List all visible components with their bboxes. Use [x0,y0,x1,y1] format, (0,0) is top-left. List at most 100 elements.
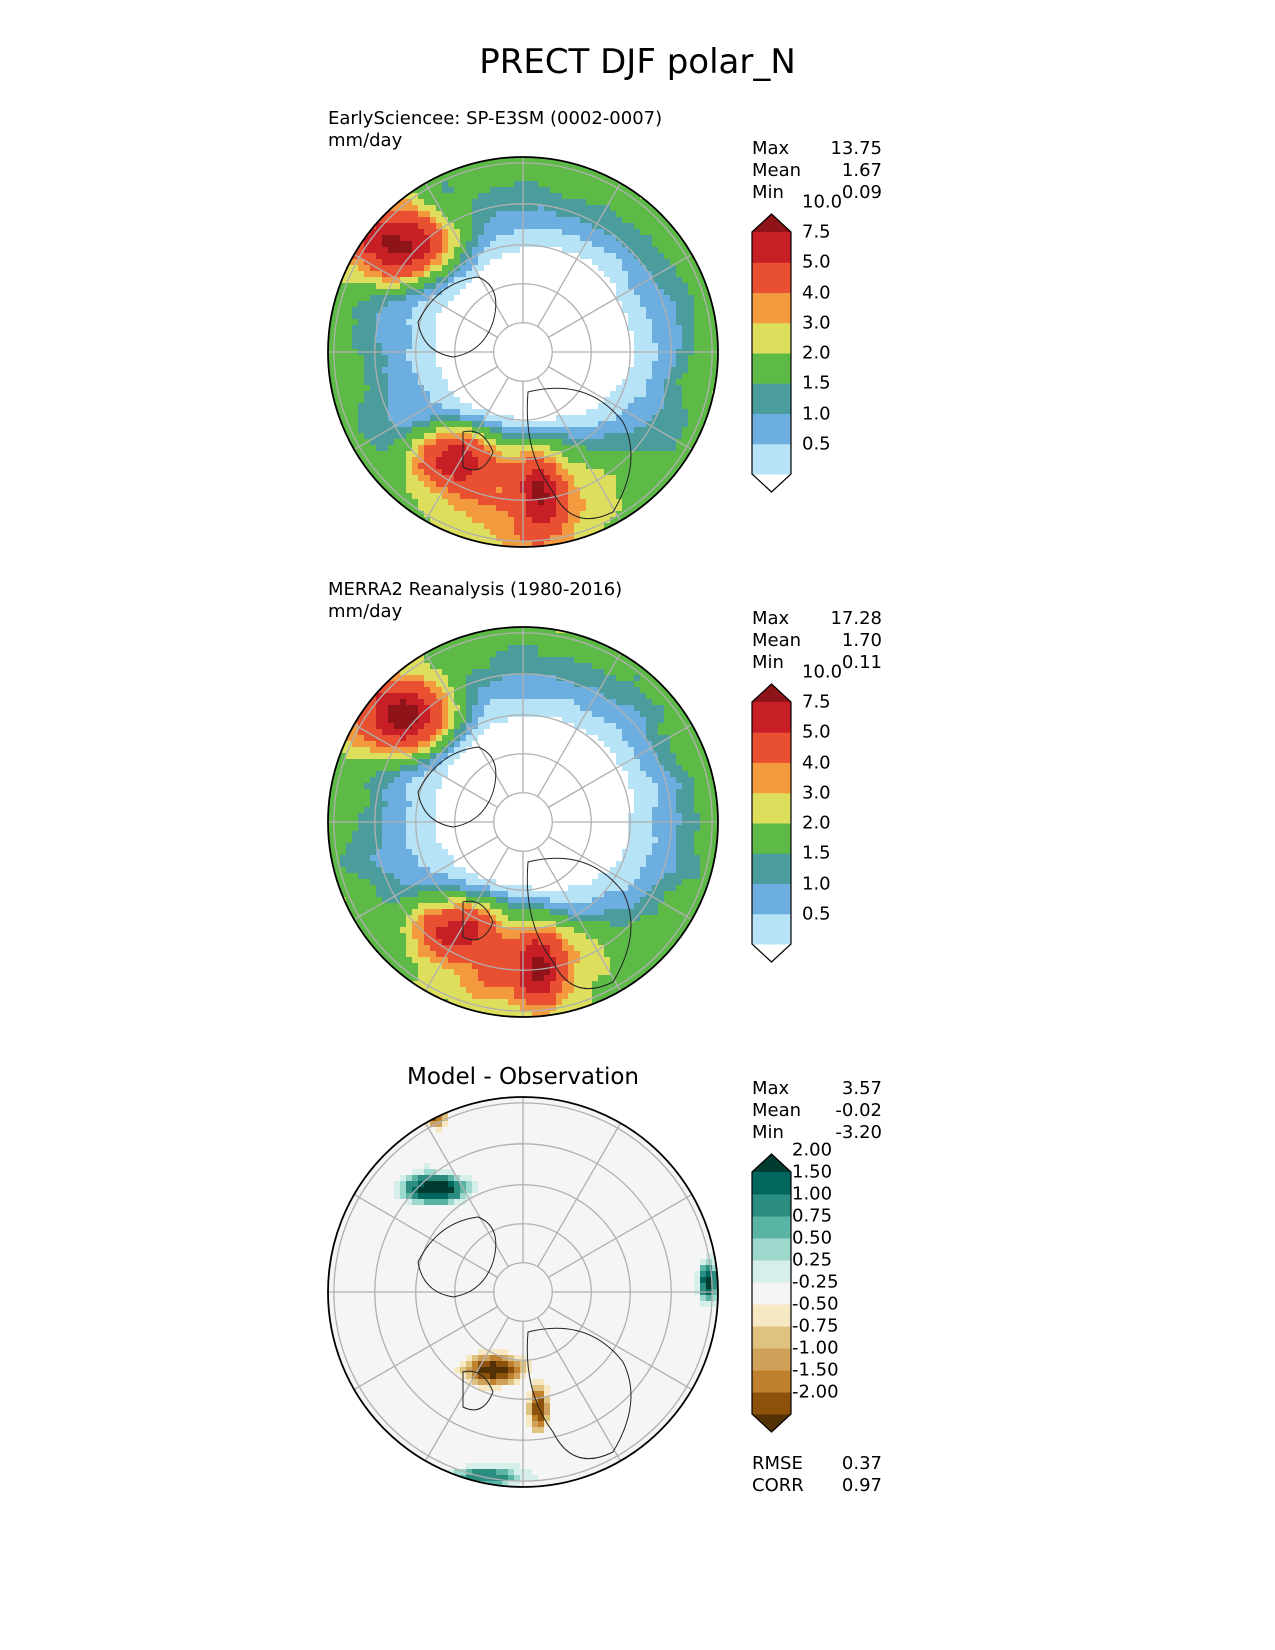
map-cell [568,747,575,754]
map-cell [622,705,629,712]
map-cell [436,433,443,440]
map-cell [490,651,497,658]
map-cell [676,397,683,404]
map-cell [616,487,623,494]
map-cell [610,433,617,440]
map-cell [592,385,599,392]
map-cell [694,331,701,338]
map-cell [382,409,389,416]
map-cell [700,283,707,290]
map-cell [472,223,479,230]
map-cell [604,355,611,362]
map-cell [616,735,623,742]
map-cell [622,693,629,700]
map-cell [430,283,437,290]
map-cell [544,271,551,278]
map-cell [538,253,545,260]
map-cell [466,409,473,416]
map-cell [496,535,503,542]
map-cell [394,211,401,218]
map-cell [640,259,647,266]
map-cell [622,717,629,724]
map-cell [586,729,593,736]
map-cell [346,283,353,290]
map-cell [514,783,521,790]
map-cell [664,753,671,760]
map-cell [562,235,569,242]
map-cell [688,427,695,434]
map-cell [508,373,515,380]
map-cell [424,445,431,452]
map-cell [478,475,485,482]
map-cell [538,789,545,796]
map-cell [556,717,563,724]
map-cell [430,475,437,482]
map-cell [688,313,695,320]
map-cell [622,505,629,512]
map-cell [640,451,647,458]
map-cell [508,313,515,320]
map-cell [478,205,485,212]
map-cell [496,289,503,296]
map-cell [508,199,515,206]
map-cell [406,439,413,446]
map-cell [436,313,443,320]
map-cell [592,469,599,476]
map-cell [436,783,443,790]
map-cell [670,367,677,374]
map-cell [646,747,653,754]
map-cell [412,403,419,410]
map-cell [640,409,647,416]
map-cell [484,361,491,368]
map-cell [664,475,671,482]
map-cell [646,687,653,694]
map-cell [502,229,509,236]
map-cell [370,427,377,434]
map-cell [436,283,443,290]
map-cell [424,717,431,724]
map-cell [658,723,665,730]
map-cell [580,343,587,350]
map-cell [370,753,377,760]
map-cell [412,475,419,482]
map-cell [586,361,593,368]
map-cell [502,783,509,790]
map-cell [334,295,341,302]
map-cell [448,163,455,170]
map-cell [532,711,539,718]
map-cell [640,217,647,224]
map-cell [496,223,503,230]
map-cell [622,283,629,290]
map-cell [394,289,401,296]
map-cell [478,451,485,458]
map-cell [430,693,437,700]
map-cell [448,217,455,224]
map-cell [454,759,461,766]
map-cell [430,301,437,308]
map-cell [382,475,389,482]
map-cell [556,175,563,182]
map-cell [496,481,503,488]
map-cell [394,265,401,272]
map-cell [412,283,419,290]
map-cell [478,789,485,796]
map-cell [490,187,497,194]
map-cell [586,247,593,254]
map-cell [358,379,365,386]
map-cell [646,759,653,766]
map-cell [640,229,647,236]
map-cell [436,373,443,380]
map-cell [544,645,551,652]
map-cell [418,259,425,266]
map-cell [598,421,605,428]
map-cell [364,385,371,392]
map-cell [334,777,341,784]
map-cell [586,187,593,194]
map-cell [616,277,623,284]
map-cell [604,241,611,248]
map-cell [532,457,539,464]
map-cell [448,391,455,398]
map-cell [394,681,401,688]
map-cell [658,265,665,272]
map-cell [532,795,539,802]
